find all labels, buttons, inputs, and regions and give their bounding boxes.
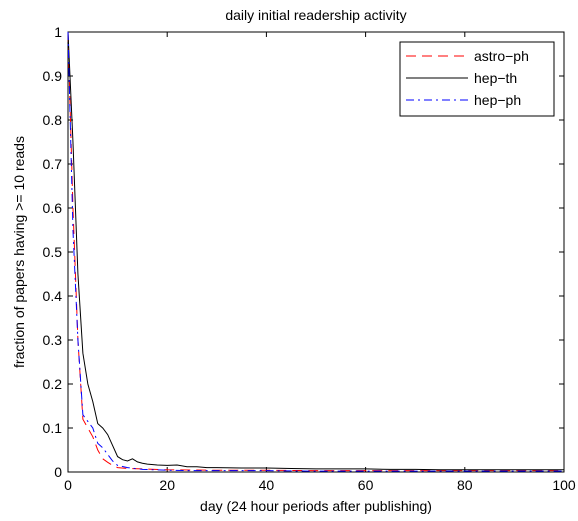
y-tick-label: 0.6 <box>43 200 63 216</box>
series-line-1 <box>67 31 564 471</box>
y-tick-label: 0.3 <box>43 332 63 348</box>
x-tick-label: 80 <box>457 477 473 493</box>
y-tick-label: 0.5 <box>43 244 63 260</box>
series-layer <box>67 31 564 472</box>
y-tick-label: 0.1 <box>43 420 63 436</box>
x-axis: 0 20 40 60 80 100 <box>64 32 576 493</box>
y-axis-label: fraction of papers having >= 10 reads <box>11 136 27 368</box>
chart-title: daily initial readership activity <box>225 7 406 23</box>
legend-label-2: hep−ph <box>474 92 521 108</box>
series-line-0 <box>67 31 564 472</box>
y-tick-label: 0.7 <box>43 156 63 172</box>
y-axis: 0 0.1 0.2 0.3 0.4 0.5 0.6 0.7 0.8 0.9 1 <box>43 24 564 480</box>
legend-label-0: astro−ph <box>474 48 529 64</box>
y-tick-label: 1 <box>54 24 62 40</box>
y-tick-label: 0.4 <box>43 288 63 304</box>
y-tick-label: 0.2 <box>43 376 63 392</box>
legend: astro−ph hep−th hep−ph <box>399 41 555 117</box>
x-axis-label: day (24 hour periods after publishing) <box>200 498 432 514</box>
x-tick-label: 20 <box>159 477 175 493</box>
series-line-2 <box>67 31 564 472</box>
y-tick-label: 0.8 <box>43 112 63 128</box>
x-tick-label: 0 <box>64 477 72 493</box>
x-tick-label: 60 <box>358 477 374 493</box>
y-tick-label: 0.9 <box>43 68 63 84</box>
x-tick-label: 40 <box>259 477 275 493</box>
legend-box <box>399 41 555 117</box>
legend-label-1: hep−th <box>474 70 517 86</box>
x-tick-label: 100 <box>552 477 576 493</box>
y-tick-label: 0 <box>54 464 62 480</box>
